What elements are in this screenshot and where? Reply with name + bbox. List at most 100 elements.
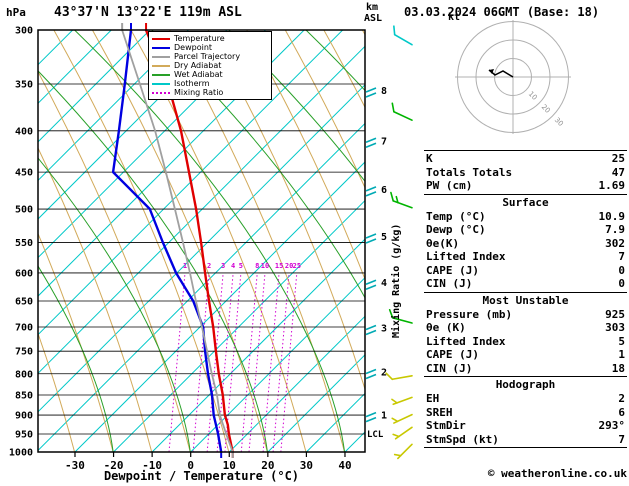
isotherm-line — [38, 30, 151, 143]
chart-legend: Temperature Dewpoint Parcel Trajectory Dry … — [148, 31, 272, 100]
pressure-tick-label: 300 — [15, 26, 33, 37]
stats-row: Lifted Index 7 — [426, 250, 625, 264]
wind-barb — [393, 443, 413, 460]
mixing-ratio-value-label: 15 — [275, 262, 283, 270]
wind-barb-half-tick — [391, 398, 398, 404]
km-tick — [365, 373, 377, 380]
temperature-tick-label: -10 — [142, 459, 162, 472]
stats-row: K 25 — [426, 152, 625, 166]
legend-item-label: Dry Adiabat — [174, 61, 222, 70]
stats-row: CIN (J) 18 — [426, 362, 625, 376]
mixing-ratio-value-label: 10 — [261, 262, 269, 270]
stats-row: CAPE (J) 1 — [426, 348, 625, 362]
temperature-tick-label: -30 — [65, 459, 85, 472]
temperature-tick-label: 40 — [338, 459, 351, 472]
chart-datetime: 03.03.2024 06GMT (Base: 18) — [404, 5, 600, 19]
pressure-tick-label: 450 — [15, 168, 33, 179]
stats-label: CIN (J) — [426, 361, 473, 375]
stats-label: EH — [426, 392, 440, 405]
wind-barb-staff — [394, 426, 413, 440]
isotherm-line — [190, 276, 365, 452]
hodograph-unit-label: kt — [448, 12, 461, 23]
wind-barb — [388, 308, 413, 324]
mixing-ratio-value-label: 5 — [239, 262, 243, 270]
km-tick — [365, 368, 377, 375]
stats-row: Dewp (°C) 7.9 — [426, 223, 625, 237]
copyright-notice: © weatheronline.co.uk — [487, 467, 627, 480]
isotherm-line — [38, 84, 365, 413]
stats-label: Pressure (mb) — [426, 307, 513, 321]
stats-section: K 25 Totals Totals 47 PW (cm) 1.69 — [424, 150, 627, 194]
wind-barb-staff — [391, 317, 413, 324]
legend-color-sample — [152, 91, 170, 94]
mixing-ratio-value-label: 3 — [221, 262, 225, 270]
plot-border — [37, 29, 366, 453]
mixing-ratio-line — [216, 272, 234, 452]
legend-item-label: Mixing Ratio — [174, 88, 224, 97]
pressure-tick-label: 600 — [15, 268, 33, 279]
wind-barb — [390, 191, 413, 209]
km-tick — [365, 186, 377, 192]
km-tick — [365, 137, 377, 144]
wind-barb-half-tick — [391, 417, 399, 423]
stats-label: StmDir — [426, 419, 466, 432]
isotherm-lines — [38, 30, 365, 452]
stats-value: 7.9 — [605, 223, 625, 236]
wind-barb-full-tick — [393, 25, 396, 36]
stats-row: PW (cm) 1.69 — [426, 179, 625, 193]
isotherm-line — [228, 315, 365, 452]
hodograph-trace-arrowhead — [489, 69, 494, 74]
isotherm-line — [38, 30, 189, 182]
legend-color-sample — [152, 37, 170, 40]
km-tick — [365, 279, 377, 285]
hodograph-ring-label: 10 — [527, 90, 539, 102]
mixing-ratio-lines: 1 2 3 4 5 8 10 15 20 25 — [168, 262, 301, 452]
isotherm-line — [267, 354, 365, 452]
temperature-tick-label: 0 — [187, 459, 194, 472]
stats-value: 303 — [605, 321, 625, 334]
stats-row: StmDir 293° — [426, 419, 625, 433]
stats-value: 0 — [618, 263, 625, 277]
legend-item-label: Wet Adiabat — [174, 70, 223, 79]
wind-barb-staff — [391, 374, 413, 381]
isotherm-line — [38, 30, 112, 104]
legend-item-label: Dewpoint — [174, 43, 213, 52]
stats-label: SREH — [426, 405, 453, 419]
km-tick — [365, 92, 377, 98]
legend-color-sample — [152, 64, 170, 67]
legend-item: Parcel Trajectory — [152, 52, 268, 61]
km-tick — [365, 233, 377, 239]
stats-value: 6 — [618, 405, 625, 419]
mixing-ratio-value-label: 8 — [255, 262, 259, 270]
wind-barb-staff — [393, 33, 413, 46]
mixing-ratio-value-label: 1 — [183, 262, 187, 270]
stats-label: θe (K) — [426, 321, 466, 334]
km-tick — [365, 87, 377, 93]
altitude-axis: 8 7 6 5 4 3 2 1 — [365, 86, 387, 423]
stats-value: 302 — [605, 236, 625, 250]
isotherm-line — [38, 30, 344, 336]
km-tick-label: 8 — [381, 86, 387, 97]
stats-label: CAPE (J) — [426, 263, 479, 277]
temperature-curve — [144, 29, 234, 453]
wet-adiabat-line — [151, 30, 365, 299]
dewpoint-curve — [111, 29, 223, 453]
temperature-tick-label: 20 — [261, 459, 274, 472]
stats-section: Surface Temp (°C) 10.9 Dewp (°C) 7.9 θe(K) 302… — [424, 193, 627, 292]
profile-curves — [111, 23, 234, 458]
stats-value: 925 — [605, 307, 625, 321]
pressure-tick-label: 700 — [15, 322, 33, 333]
isotherm-line — [38, 30, 266, 259]
dry-adiabat-line — [246, 30, 365, 281]
km-tick — [365, 284, 377, 290]
pressure-tick-label: 400 — [15, 126, 33, 137]
mixing-ratio-value-label: 4 — [231, 262, 235, 270]
wind-barb-full-tick — [390, 191, 395, 202]
legend-color-sample — [152, 73, 170, 76]
legend-color-sample — [152, 55, 170, 58]
km-tick — [365, 411, 377, 418]
temperature-tick-label: 10 — [223, 459, 236, 472]
isotherm-line — [74, 161, 365, 452]
temperature-tick-label: 30 — [300, 459, 313, 472]
wind-barb-full-tick — [385, 372, 394, 381]
